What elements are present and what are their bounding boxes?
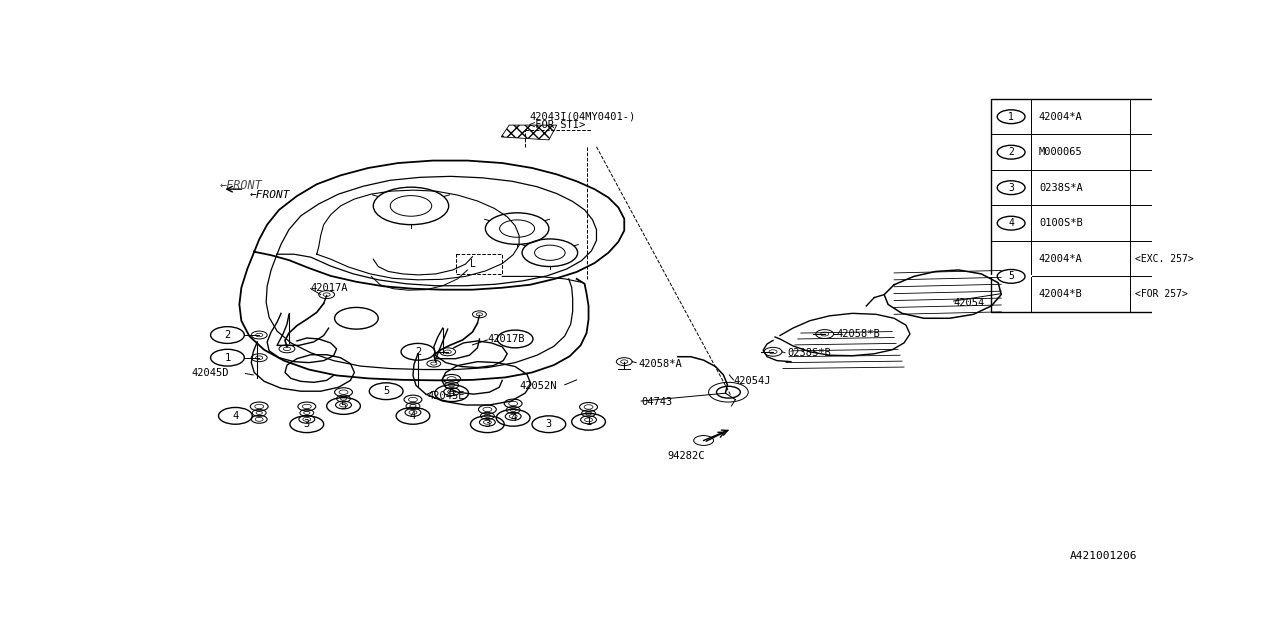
Text: 1: 1	[1009, 112, 1014, 122]
Text: 2: 2	[224, 330, 230, 340]
Text: 0238S*A: 0238S*A	[1039, 182, 1083, 193]
Text: 42054: 42054	[954, 298, 984, 307]
Text: 42045D: 42045D	[192, 369, 229, 378]
Text: 42052N: 42052N	[520, 381, 557, 391]
Text: 5: 5	[448, 388, 454, 398]
Text: 4: 4	[232, 411, 238, 421]
Text: 5: 5	[340, 401, 347, 411]
Text: 42004*A: 42004*A	[1039, 112, 1083, 122]
Text: 4: 4	[410, 411, 416, 421]
Text: 2: 2	[1009, 147, 1014, 157]
Text: 3: 3	[545, 419, 552, 429]
Text: 0100S*B: 0100S*B	[1039, 218, 1083, 228]
Text: 4: 4	[1009, 218, 1014, 228]
Text: 42017B: 42017B	[488, 334, 525, 344]
Text: ←FRONT: ←FRONT	[250, 190, 289, 200]
Text: 0238S*B: 0238S*B	[787, 348, 831, 358]
Text: 04743: 04743	[641, 397, 672, 407]
Text: 94282C: 94282C	[667, 451, 704, 461]
Text: <FOR 257>: <FOR 257>	[1135, 289, 1188, 299]
Text: A421001206: A421001206	[1070, 551, 1137, 561]
Text: 3: 3	[484, 419, 490, 429]
Text: 4: 4	[509, 413, 516, 423]
Text: 42043I(04MY0401-): 42043I(04MY0401-)	[529, 111, 635, 121]
Text: 42058*B: 42058*B	[837, 329, 881, 339]
Text: ←FRONT: ←FRONT	[220, 179, 262, 192]
Text: 5: 5	[383, 386, 389, 396]
Text: 1: 1	[585, 417, 591, 427]
Text: L: L	[470, 259, 476, 269]
Text: 42045E: 42045E	[428, 391, 466, 401]
Text: M000065: M000065	[1039, 147, 1083, 157]
Text: <FOR STI>: <FOR STI>	[529, 120, 585, 130]
Text: 42004*A: 42004*A	[1039, 253, 1083, 264]
Text: 42004*B: 42004*B	[1039, 289, 1083, 299]
Text: 3: 3	[303, 419, 310, 429]
Text: <EXC. 257>: <EXC. 257>	[1135, 253, 1194, 264]
Text: 42054J: 42054J	[733, 376, 771, 387]
Text: 2: 2	[415, 347, 421, 356]
Text: 1: 1	[224, 353, 230, 363]
Text: 42017A: 42017A	[311, 283, 348, 292]
Text: 42058*A: 42058*A	[639, 358, 682, 369]
Bar	[991, 99, 1244, 312]
Text: 5: 5	[1009, 271, 1014, 282]
Text: 3: 3	[1009, 182, 1014, 193]
